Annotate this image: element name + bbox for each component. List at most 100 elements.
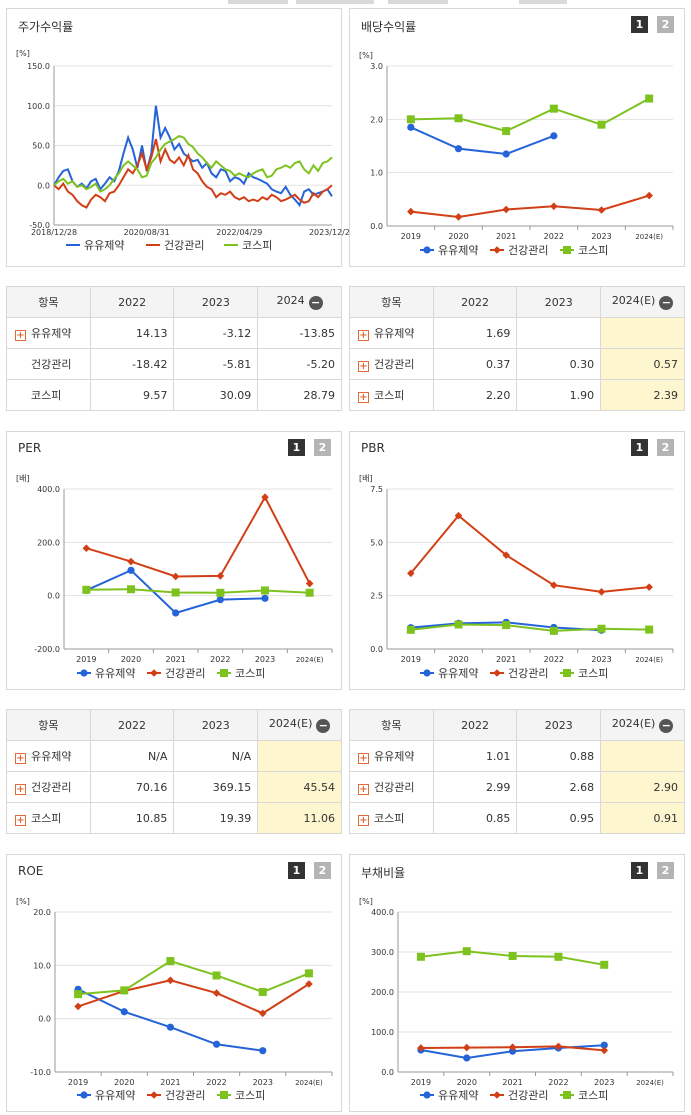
page-2-button[interactable]: 2	[657, 862, 674, 879]
x-tick-label: 2022	[544, 232, 564, 241]
x-tick-label: 2023	[253, 1078, 273, 1087]
row-label-cell[interactable]: + 유유제약	[349, 740, 434, 772]
row-label-cell[interactable]: + 유유제약	[6, 740, 91, 772]
data-point	[120, 1008, 128, 1016]
column-header: 항목	[6, 709, 91, 741]
x-tick-label: 2024(E)	[636, 1079, 664, 1087]
value-cell: 45.54	[257, 771, 342, 803]
column-header: 2023	[516, 709, 602, 741]
collapse-icon[interactable]: −	[659, 296, 674, 310]
data-point	[407, 569, 415, 578]
per-table: 항목 2022 2023 2024(E) − + 유유제약 N/A N/A + 건강관리 70.16 3…	[6, 709, 342, 834]
collapse-icon[interactable]: −	[308, 296, 323, 310]
page-2-button[interactable]: 2	[657, 439, 674, 456]
table-header-row: 항목 2022 2023 2024(E) −	[349, 709, 685, 741]
column-header-label: 2022	[118, 718, 147, 732]
collapse-icon[interactable]: −	[659, 719, 674, 733]
column-header-label: 2024	[276, 294, 305, 307]
row-label-cell[interactable]: + 건강관리	[349, 348, 434, 380]
page-1-button[interactable]: 1	[288, 439, 305, 456]
value-cell: 10.85	[89, 802, 175, 834]
series-line	[410, 623, 650, 632]
data-point	[502, 551, 510, 559]
x-tick-label: 2021	[165, 655, 185, 664]
top-tab-strip	[519, 0, 567, 4]
series-line	[410, 194, 650, 218]
value-cell: 19.39	[173, 802, 259, 834]
page-1-button[interactable]: 1	[631, 439, 648, 456]
row-label: 건강관리	[374, 781, 415, 794]
pbr-table: 항목 2022 2023 2024(E) − + 유유제약 1.01 0.88 + 건강관리 2.99…	[349, 709, 685, 834]
value-cell: 2.68	[516, 771, 602, 803]
expand-icon[interactable]: +	[358, 753, 369, 764]
page-2-button[interactable]: 2	[657, 16, 674, 33]
data-point	[462, 1043, 471, 1052]
value-cell: 0.85	[432, 802, 518, 834]
row-label-cell[interactable]: + 유유제약	[6, 317, 91, 349]
x-tick-label: 2020	[448, 655, 468, 664]
pbr-panel: PBR 1 2 [배] 7.5 5.0 2.5 0.0 2019 2020 2021 2022 2…	[349, 431, 685, 690]
column-header: 항목	[349, 286, 434, 318]
page-2-button[interactable]: 2	[314, 439, 331, 456]
expand-icon[interactable]: +	[15, 784, 26, 795]
y-tick-label: -200.0	[34, 645, 60, 654]
row-label-cell[interactable]: + 건강관리	[349, 771, 434, 803]
data-point	[261, 493, 269, 502]
row-label-cell[interactable]: + 유유제약	[349, 317, 434, 349]
debt-ratio-chart: [%] 400.0 300.0 200.0 100.0 0.0 2019 2020 2021 20…	[359, 897, 674, 1102]
data-point	[597, 624, 606, 633]
row-label-cell[interactable]: + 코스피	[6, 802, 91, 834]
row-label-cell[interactable]: + 코스피	[349, 802, 434, 834]
column-header-label: 2023	[544, 295, 573, 309]
legend-label: 코스피	[578, 1089, 608, 1102]
data-point	[423, 1091, 431, 1099]
page-1-button[interactable]: 1	[631, 16, 648, 33]
value-cell: 2.20	[432, 379, 518, 411]
value-cell: -5.81	[173, 348, 259, 380]
data-point	[407, 207, 415, 216]
row-label-cell[interactable]: + 코스피	[349, 379, 434, 411]
x-tick-label: 2021	[160, 1078, 180, 1087]
legend-label: 건강관리	[164, 239, 204, 252]
series-line	[86, 495, 311, 584]
page-2-button[interactable]: 2	[314, 862, 331, 879]
data-point	[493, 669, 501, 677]
data-point	[212, 971, 221, 980]
legend-label: 유유제약	[95, 666, 135, 680]
column-header: 2022	[432, 709, 518, 741]
expand-icon[interactable]: +	[358, 361, 369, 372]
expand-icon[interactable]: +	[358, 392, 369, 403]
data-point	[454, 620, 463, 629]
y-tick-label: 0.0	[370, 222, 383, 231]
expand-icon[interactable]: +	[15, 330, 26, 341]
column-header: 항목	[6, 286, 91, 318]
collapse-icon[interactable]: −	[316, 719, 331, 733]
table-header-row: 항목 2022 2023 2024(E) −	[6, 709, 342, 741]
y-tick-label: 400.0	[371, 908, 394, 917]
data-point	[600, 960, 609, 969]
series-line	[86, 588, 310, 594]
y-tick-label: 100.0	[27, 102, 50, 111]
legend-label: 건강관리	[508, 1089, 548, 1102]
x-tick-label: 2020/08/31	[124, 228, 170, 237]
expand-icon[interactable]: +	[358, 330, 369, 341]
expand-icon[interactable]: +	[358, 784, 369, 795]
page-1-button[interactable]: 1	[288, 862, 305, 879]
page-1-button[interactable]: 1	[631, 862, 648, 879]
data-point	[563, 246, 571, 254]
column-header: 2024(E) −	[600, 709, 685, 741]
data-point	[597, 206, 606, 214]
data-point	[502, 621, 511, 630]
data-point	[304, 969, 313, 978]
row-label-cell[interactable]: + 건강관리	[6, 771, 91, 803]
table-row: + 건강관리 70.16 369.15 45.54	[6, 771, 342, 803]
value-cell	[257, 740, 342, 772]
data-point	[416, 952, 425, 961]
data-point	[554, 952, 563, 961]
expand-icon[interactable]: +	[15, 753, 26, 764]
expand-icon[interactable]: +	[15, 815, 26, 826]
data-point	[563, 669, 571, 677]
axis-unit: [배]	[359, 474, 373, 483]
row-label: 코스피	[374, 812, 405, 825]
expand-icon[interactable]: +	[358, 815, 369, 826]
